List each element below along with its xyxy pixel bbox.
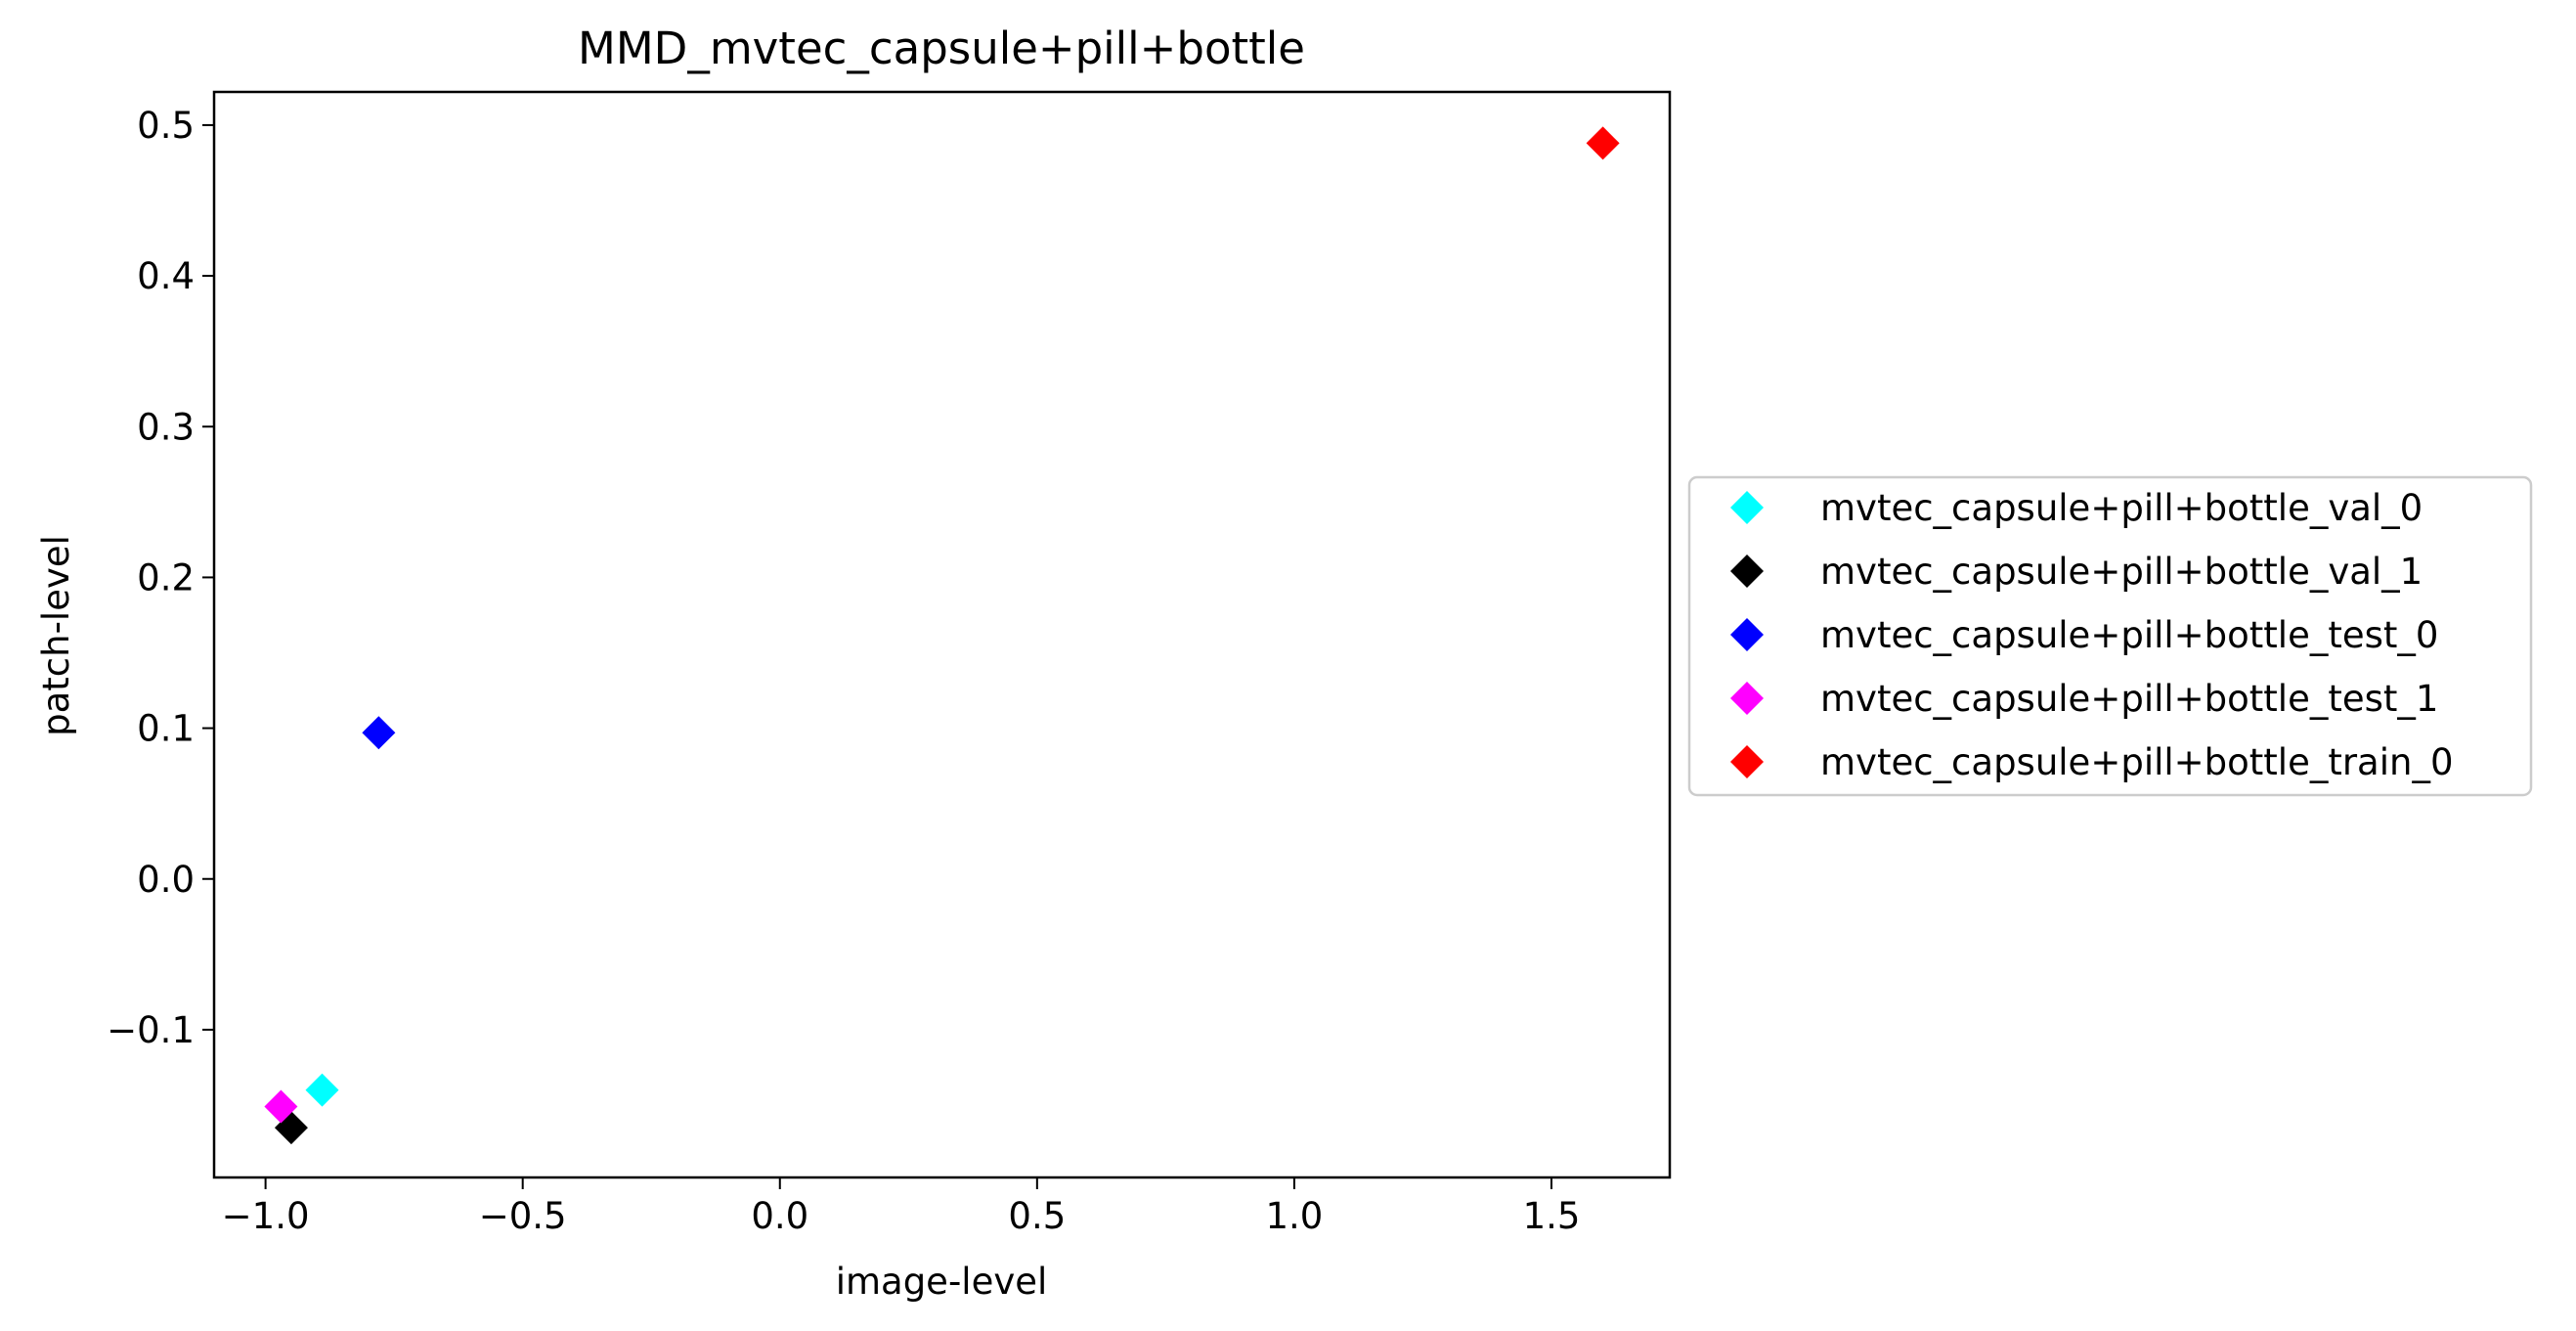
x-tick-label: 0.5 [1008,1195,1066,1237]
legend-label: mvtec_capsule+pill+bottle_test_1 [1820,678,2438,720]
legend-label: mvtec_capsule+pill+bottle_train_0 [1820,741,2454,783]
legend-marker [1730,491,1764,524]
legend-label: mvtec_capsule+pill+bottle_val_1 [1820,551,2423,593]
x-tick-label: −0.5 [479,1195,567,1237]
plot-frame [212,90,1672,1179]
x-tick-label: −1.0 [222,1195,310,1237]
data-point [362,716,396,750]
y-tick-label: 0.2 [137,556,195,599]
legend: mvtec_capsule+pill+bottle_val_0 mvtec_cap… [1687,475,2533,797]
y-tick-label: 0.4 [137,255,195,297]
y-tick-label: 0.3 [137,406,195,448]
x-tick-label: 1.0 [1265,1195,1323,1237]
y-tick-label: −0.1 [107,1009,195,1051]
data-point [305,1073,339,1107]
plot-area: −1.0 −0.5 0.0 0.5 1.0 1.5 −0.1 0.0 0.1 0.2 0.3 0.4 0… [107,90,1672,1237]
y-axis-label: patch-level [35,535,77,736]
legend-marker [1730,555,1764,588]
data-point [1586,126,1620,160]
x-tick-label: 0.0 [751,1195,808,1237]
x-tick-label: 1.5 [1523,1195,1581,1237]
legend-label: mvtec_capsule+pill+bottle_val_0 [1820,487,2423,529]
y-tick-label: 0.5 [137,105,195,147]
legend-marker [1730,618,1764,651]
chart-title: MMD_mvtec_capsule+pill+bottle [578,22,1305,74]
data-point [264,1089,298,1124]
y-tick-label: 0.0 [137,859,195,901]
x-axis-label: image-level [836,1261,1048,1303]
legend-box [1687,475,2533,797]
legend-marker [1730,682,1764,715]
y-tick-label: 0.1 [137,708,195,750]
legend-label: mvtec_capsule+pill+bottle_test_0 [1820,614,2438,656]
legend-marker [1730,745,1764,778]
